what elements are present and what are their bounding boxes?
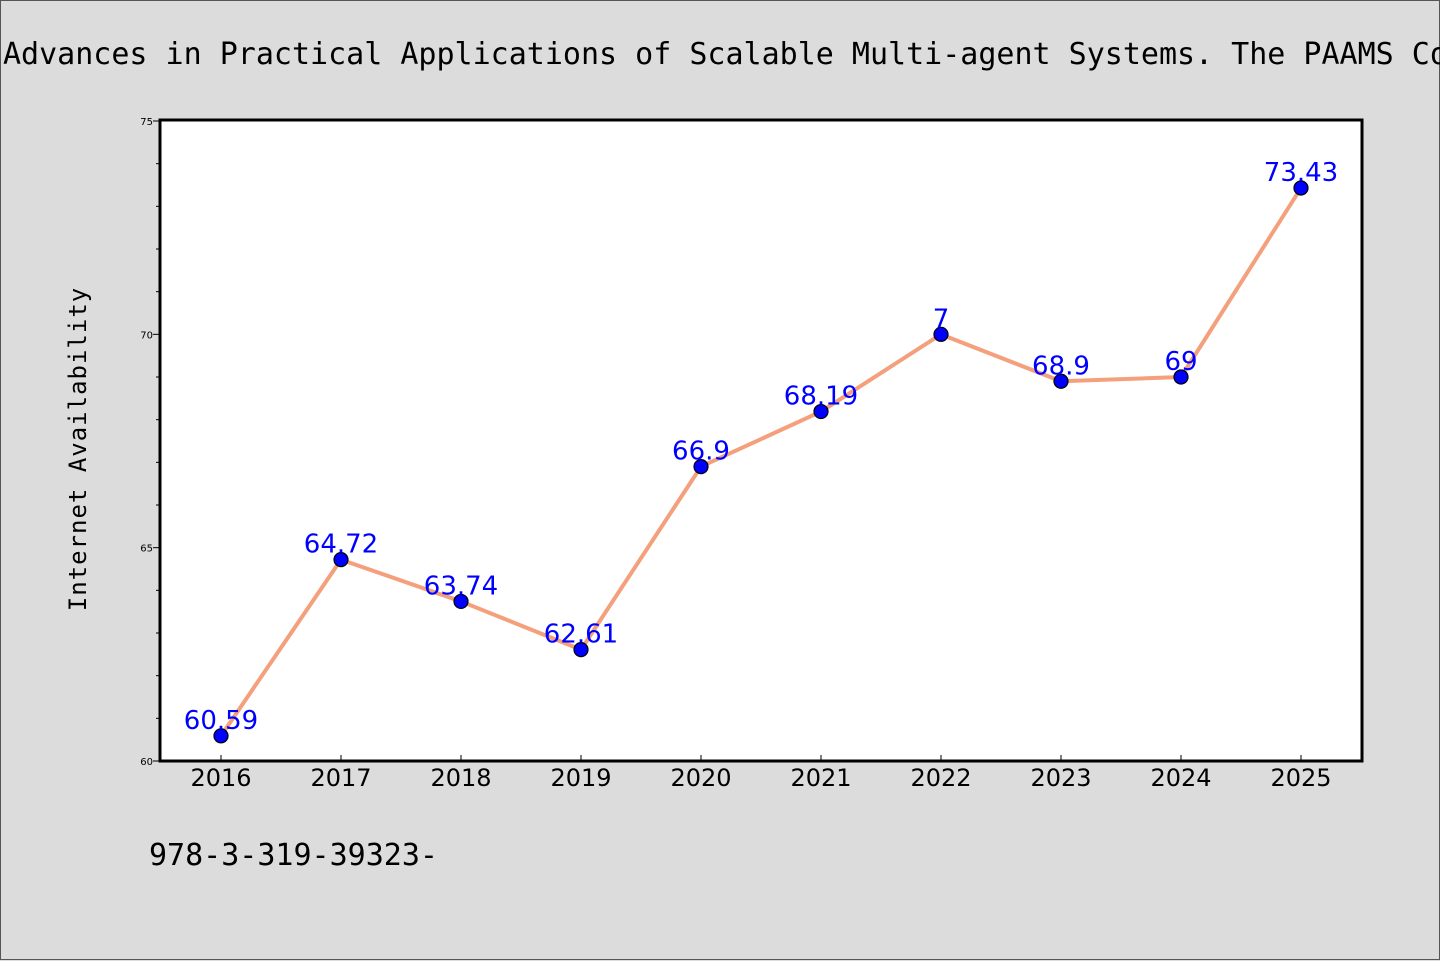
data-point (1293, 180, 1309, 196)
data-label: 7 (933, 304, 950, 334)
footer-text: 978-3-319-39323- (149, 838, 438, 873)
data-label: 66.9 (672, 437, 730, 467)
data-label: 62.61 (544, 620, 618, 650)
series-line (219, 186, 1303, 737)
x-tick-label: 2024 (1150, 764, 1211, 792)
data-point (693, 459, 709, 475)
x-tick-label: 2019 (550, 764, 611, 792)
data-point (933, 326, 949, 342)
x-tick-label: 2025 (1270, 764, 1331, 792)
y-axis: 60 65 70 75 (140, 117, 161, 768)
data-point (333, 552, 349, 568)
data-label: 64.72 (304, 530, 378, 560)
data-label: 73.43 (1264, 158, 1338, 188)
y-tick-label: 60 (140, 757, 153, 768)
x-tick-label: 2016 (190, 764, 251, 792)
data-point (1053, 373, 1069, 389)
x-tick-label: 2020 (670, 764, 731, 792)
data-point (1173, 369, 1189, 385)
x-tick-label: 2023 (1030, 764, 1091, 792)
data-label: 68.9 (1032, 351, 1090, 381)
data-point (573, 642, 589, 658)
data-point (453, 593, 469, 610)
data-label: 69 (1164, 347, 1197, 377)
x-tick-label: 2018 (430, 764, 491, 792)
x-tick-label: 2022 (910, 764, 971, 792)
x-axis: 2016 2017 2018 2019 2020 2021 2022 2023 2024 2025 (190, 755, 1332, 792)
y-tick-label: 70 (140, 330, 153, 341)
y-tick-label: 75 (140, 117, 153, 128)
chart-title: Advances in Practical Applications of Sc… (3, 37, 1440, 72)
data-label: 60.59 (184, 706, 258, 736)
y-tick-label: 65 (140, 544, 153, 555)
x-tick-label: 2017 (310, 764, 371, 792)
data-label: 63.74 (424, 571, 498, 601)
data-label: 68.19 (784, 382, 858, 412)
data-point (813, 403, 829, 420)
x-tick-label: 2021 (790, 764, 851, 792)
y-axis-label: Internet Availability (64, 287, 92, 611)
series-layer: 60.59 64.72 63.74 62.61 66.9 68.19 7 68.9 69 73.4… (184, 158, 1338, 744)
data-point (213, 728, 229, 744)
